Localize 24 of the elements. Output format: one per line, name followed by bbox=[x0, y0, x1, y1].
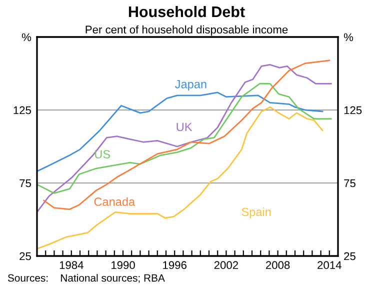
x-tick-label: 1996 bbox=[163, 261, 186, 270]
y2-tick-label: 25 bbox=[344, 252, 356, 260]
y2-tick-label: 75 bbox=[344, 179, 356, 188]
y2-tick-label: % bbox=[344, 33, 354, 42]
x-tick-label: 2014 bbox=[318, 261, 342, 270]
y-tick-label: 125 bbox=[14, 106, 31, 114]
series-label: Japan bbox=[175, 80, 206, 91]
chart-title: Household Debt bbox=[128, 6, 245, 18]
line-series bbox=[37, 106, 324, 250]
series-label: UK bbox=[176, 122, 192, 132]
source-note: Sources: National sources; RBA bbox=[8, 274, 165, 283]
y2-tick-label: 125 bbox=[344, 106, 362, 114]
chart-subtitle: Per cent of household disposable income bbox=[86, 25, 288, 36]
y-tick-label: % bbox=[22, 33, 32, 42]
x-tick-label: 2008 bbox=[266, 261, 290, 270]
y-tick-label: 75 bbox=[20, 179, 31, 188]
text: Spain bbox=[242, 207, 271, 218]
x-tick-label: 2002 bbox=[214, 261, 238, 270]
series-label: Canada bbox=[94, 197, 136, 206]
series-label: US bbox=[95, 150, 110, 158]
y-tick-label: 25 bbox=[20, 252, 31, 260]
x-tick-label: 1990 bbox=[111, 261, 135, 270]
x-tick-label: 1984 bbox=[60, 261, 84, 270]
line-series bbox=[37, 92, 324, 172]
